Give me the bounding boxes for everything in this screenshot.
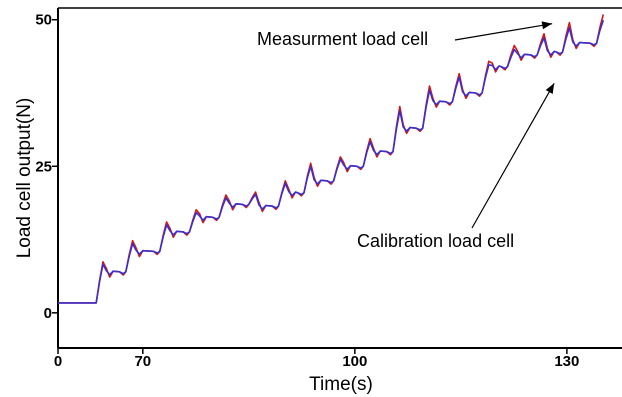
y-tick-label-2: 50	[35, 12, 52, 29]
x-tick-label-1: 70	[134, 353, 151, 370]
series-layer	[58, 14, 605, 304]
y-tick-label-0: 0	[44, 305, 52, 322]
x-tick-label-2: 100	[342, 353, 367, 370]
annotation-arrow-measurement	[454, 21, 553, 41]
plot-frame	[57, 7, 622, 349]
tick-layer: 0 70 100 130 0 25 50	[35, 12, 579, 370]
x-tick-label-0: 0	[54, 353, 62, 370]
annotation-measurement: Measurment load cell	[257, 29, 428, 49]
y-tick-label-1: 25	[35, 158, 52, 175]
annotation-layer: Measurment load cell Calibration load ce…	[257, 21, 555, 251]
y-axis-label: Load cell output(N)	[14, 98, 35, 259]
annotation-arrow-calibration	[471, 82, 555, 229]
series-line-calibration	[58, 20, 605, 304]
annotation-calibration: Calibration load cell	[357, 231, 514, 251]
x-axis-label: Time(s)	[309, 374, 373, 395]
x-tick-label-3: 130	[554, 353, 579, 370]
